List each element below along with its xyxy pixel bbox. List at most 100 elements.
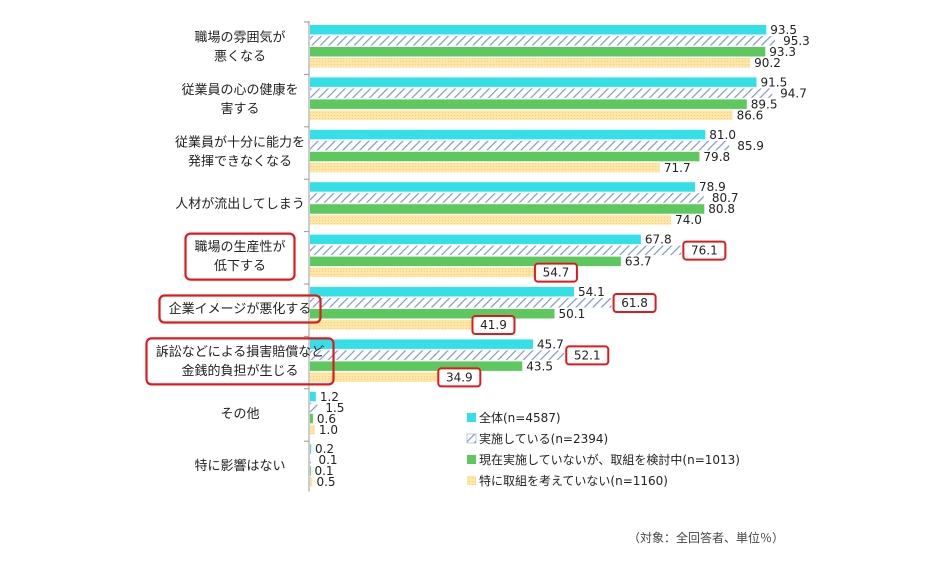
category-label: 発揮できなくなる bbox=[188, 154, 292, 169]
category-label: 害する bbox=[220, 101, 259, 117]
value-label: 93.3 bbox=[769, 45, 796, 59]
bar-implementing bbox=[310, 193, 704, 203]
value-highlight-box bbox=[682, 240, 727, 261]
value-label: 63.7 bbox=[625, 255, 652, 269]
bar-total bbox=[310, 391, 316, 402]
bar-not-considering bbox=[310, 267, 577, 278]
bar-considering bbox=[310, 256, 621, 267]
category-label: 低下する bbox=[214, 259, 266, 274]
value-label: 0.1 bbox=[314, 464, 333, 478]
bar-considering bbox=[310, 413, 313, 424]
bar-total bbox=[310, 77, 757, 87]
legend-swatch bbox=[467, 476, 476, 485]
value-label: 54.7 bbox=[543, 266, 570, 280]
legend-label: 特に取組を考えていない(n=1160) bbox=[479, 473, 668, 488]
value-label: 79.8 bbox=[703, 150, 730, 164]
bar-total bbox=[310, 234, 641, 245]
category-highlight-box bbox=[145, 337, 335, 386]
bar-total bbox=[310, 444, 311, 454]
value-label: 41.9 bbox=[480, 318, 507, 332]
value-label: 1.2 bbox=[320, 390, 339, 404]
value-label: 0.2 bbox=[315, 442, 334, 456]
bar-total bbox=[310, 25, 767, 35]
category-highlight-box bbox=[184, 232, 296, 281]
bar-implementing bbox=[310, 298, 612, 308]
value-highlight-box bbox=[471, 315, 516, 335]
category-label: 人材が流出してしまう bbox=[175, 197, 305, 212]
bar-total bbox=[310, 287, 575, 297]
bar-not-considering bbox=[310, 215, 672, 225]
bar-not-considering bbox=[310, 372, 481, 382]
legend-swatch bbox=[467, 413, 476, 422]
legend-label: 現在実施していないが、取組を検討中(n=1013) bbox=[479, 452, 740, 467]
value-label: 95.3 bbox=[783, 34, 810, 48]
bar-implementing bbox=[310, 36, 776, 46]
category-label: 特に影響はない bbox=[194, 458, 285, 474]
value-label: 78.9 bbox=[699, 180, 726, 194]
legend-swatch bbox=[467, 455, 476, 464]
category-label: 金銭的負担が生じる bbox=[181, 363, 298, 379]
legend-label: 全体(n=4587) bbox=[479, 410, 561, 425]
unit-note: （対象：全回答者、単位％） bbox=[628, 530, 784, 545]
bar-considering bbox=[310, 466, 311, 476]
value-highlight-box bbox=[612, 293, 657, 313]
value-label: 74.0 bbox=[675, 213, 702, 227]
bar-considering bbox=[310, 47, 766, 57]
bar-not-considering bbox=[310, 162, 660, 173]
category-label: 職場の生産性が bbox=[194, 239, 285, 255]
bar-implementing bbox=[310, 245, 682, 256]
bar-implementing bbox=[310, 140, 730, 151]
value-label: 50.1 bbox=[558, 307, 585, 321]
category-label: その他 bbox=[220, 407, 259, 422]
value-label: 1.5 bbox=[325, 401, 344, 415]
legend-label: 実施している(n=2394) bbox=[479, 431, 608, 446]
bar-total bbox=[310, 182, 696, 192]
value-label: 0.5 bbox=[316, 475, 335, 489]
value-label: 61.8 bbox=[621, 296, 648, 310]
bar-implementing bbox=[310, 455, 311, 465]
value-label: 43.5 bbox=[526, 359, 553, 373]
value-label: 0.6 bbox=[317, 412, 336, 426]
value-label: 89.5 bbox=[751, 97, 778, 111]
value-label: 94.7 bbox=[780, 86, 807, 100]
bar-implementing bbox=[310, 350, 565, 360]
value-label: 67.8 bbox=[645, 233, 672, 247]
category-label: 企業イメージが悪化する bbox=[169, 301, 312, 317]
category-label: 悪くなる bbox=[214, 50, 266, 65]
value-highlight-box bbox=[565, 345, 610, 366]
bar-not-considering bbox=[310, 110, 733, 120]
bar-not-considering bbox=[310, 424, 315, 435]
value-label: 90.2 bbox=[754, 56, 781, 70]
value-label: 76.1 bbox=[691, 244, 718, 258]
legend-swatch bbox=[466, 433, 477, 444]
value-label: 45.7 bbox=[537, 337, 564, 351]
value-label: 71.7 bbox=[664, 161, 691, 175]
bar-total bbox=[310, 129, 706, 140]
value-label: 85.9 bbox=[737, 139, 764, 153]
bar-considering bbox=[310, 99, 747, 109]
category-label: 訴訟などによる損害賠償など bbox=[156, 344, 325, 360]
bar-not-considering bbox=[310, 477, 313, 487]
bar-considering bbox=[310, 151, 700, 162]
value-highlight-box bbox=[533, 262, 578, 283]
value-label: 0.1 bbox=[318, 453, 337, 467]
bar-considering bbox=[310, 361, 523, 371]
bar-not-considering bbox=[310, 320, 515, 330]
value-label: 34.9 bbox=[446, 370, 473, 384]
value-label: 1.0 bbox=[319, 423, 338, 437]
value-label: 52.1 bbox=[574, 348, 601, 362]
category-label: 従業員が十分に能力を bbox=[175, 134, 305, 150]
category-label: 職場の雰囲気が bbox=[194, 30, 285, 46]
bar-considering bbox=[310, 309, 555, 319]
value-label: 81.0 bbox=[709, 128, 736, 142]
value-label: 93.5 bbox=[770, 23, 797, 37]
value-label: 80.7 bbox=[712, 191, 739, 205]
value-label: 91.5 bbox=[761, 75, 788, 89]
bar-not-considering bbox=[310, 58, 751, 68]
bar-total bbox=[310, 339, 534, 349]
category-label: 従業員の心の健康を bbox=[181, 82, 298, 98]
value-label: 86.6 bbox=[737, 108, 764, 122]
value-label: 80.8 bbox=[708, 202, 735, 216]
